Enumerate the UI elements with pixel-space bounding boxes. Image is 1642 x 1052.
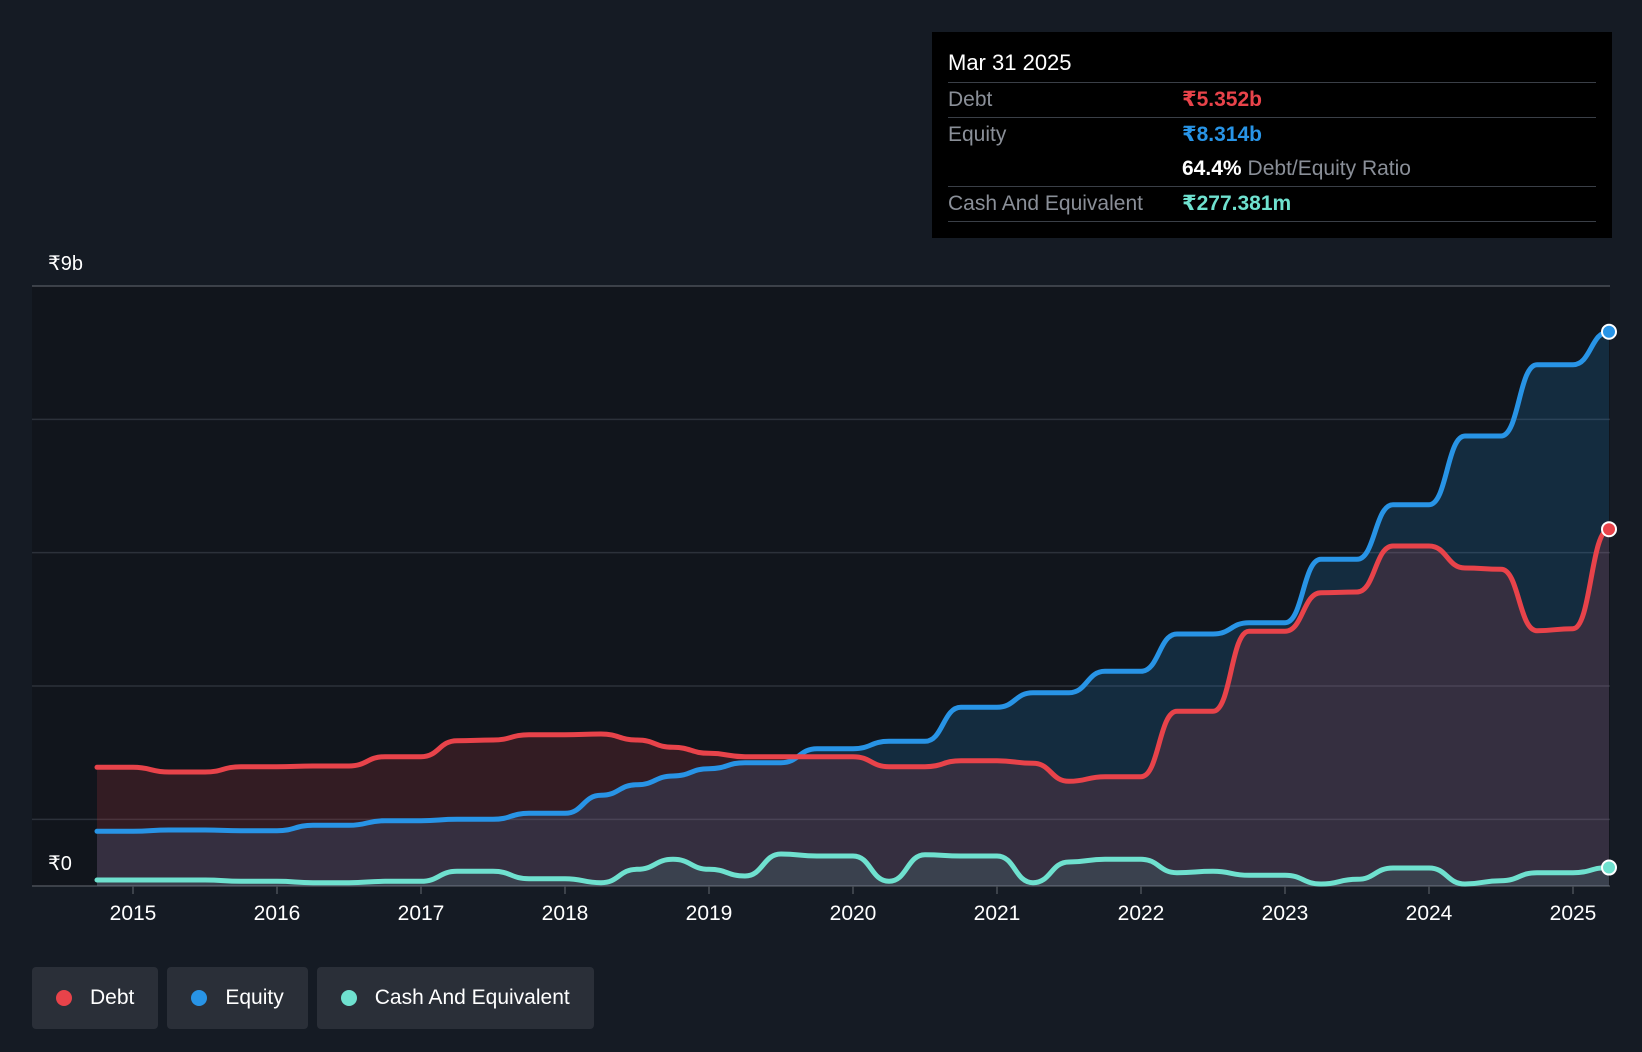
x-axis: 2015 2016 2017 2018 2019 2020 2021 2022 2023 2024…	[110, 886, 1597, 925]
tooltip-debt-value: ₹5.352b	[1182, 88, 1262, 111]
equity-dot-icon	[191, 990, 208, 1006]
data-tooltip: Mar 31 2025 Debt ₹5.352b Equity ₹8.314b …	[932, 32, 1612, 238]
x-tick-label: 2017	[398, 902, 445, 925]
debt-line	[94, 526, 1612, 784]
tooltip-cash-value: ₹277.381m	[1182, 192, 1292, 215]
tooltip-equity-value: ₹8.314b	[1182, 123, 1262, 146]
cash-and-equivalent-line	[94, 851, 1612, 887]
legend-label-debt: Debt	[90, 986, 135, 1009]
tooltip-cash-label: Cash And Equivalent	[948, 192, 1143, 215]
x-tick-label: 2015	[110, 902, 157, 925]
x-tick-label: 2025	[1550, 902, 1597, 925]
series-areas	[97, 331, 1609, 886]
x-tick-label: 2024	[1406, 902, 1453, 925]
x-tick-label: 2023	[1262, 902, 1309, 925]
forecast-background	[32, 286, 1610, 886]
equity-area	[97, 331, 1609, 886]
tooltip-ratio-row: 64.4% Debt/Equity Ratio	[948, 152, 1596, 187]
tooltip-debt-label: Debt	[948, 88, 993, 111]
y-tick-label: ₹0	[48, 853, 72, 875]
tooltip-debt-row: Debt ₹5.352b	[948, 83, 1596, 118]
cash-dot-icon	[340, 990, 357, 1006]
legend-label-cash: Cash And Equivalent	[374, 986, 570, 1009]
legend-item-cash[interactable]: Cash And Equivalent	[316, 967, 594, 1029]
debt-area	[97, 529, 1609, 886]
legend-label-equity: Equity	[225, 986, 284, 1009]
chart-legend: Debt Equity Cash And Equivalent	[32, 967, 594, 1029]
x-tick-label: 2022	[1118, 902, 1165, 925]
tooltip-equity-label: Equity	[948, 123, 1007, 146]
tooltip-ratio-value: 64.4%	[1182, 157, 1242, 180]
y-axis: ₹9b ₹0	[48, 253, 83, 875]
debt-dot-icon	[56, 990, 72, 1006]
gridlines	[32, 285, 1610, 887]
x-tick-label: 2016	[254, 902, 301, 925]
cash-and-equivalent-area	[97, 854, 1609, 886]
x-tick-label: 2021	[974, 902, 1021, 925]
equity-end-point	[1601, 323, 1617, 340]
x-tick-label: 2019	[686, 902, 733, 925]
y-tick-label: ₹9b	[48, 253, 83, 275]
series-lines	[94, 329, 1612, 887]
x-tick-label: 2020	[830, 902, 877, 925]
debt-end-point	[1601, 521, 1617, 538]
cash-and-equivalent-end-point	[1601, 859, 1617, 876]
tooltip-cash-row: Cash And Equivalent ₹277.381m	[948, 187, 1596, 222]
x-tick-label: 2018	[542, 902, 589, 925]
tooltip-ratio-label: Debt/Equity Ratio	[1247, 157, 1411, 180]
legend-item-debt[interactable]: Debt	[32, 967, 159, 1029]
equity-line	[94, 329, 1612, 834]
legend-item-equity[interactable]: Equity	[167, 967, 308, 1029]
tooltip-date: Mar 31 2025	[948, 32, 1596, 83]
end-markers	[1601, 323, 1617, 876]
tooltip-equity-row: Equity ₹8.314b	[948, 118, 1596, 152]
